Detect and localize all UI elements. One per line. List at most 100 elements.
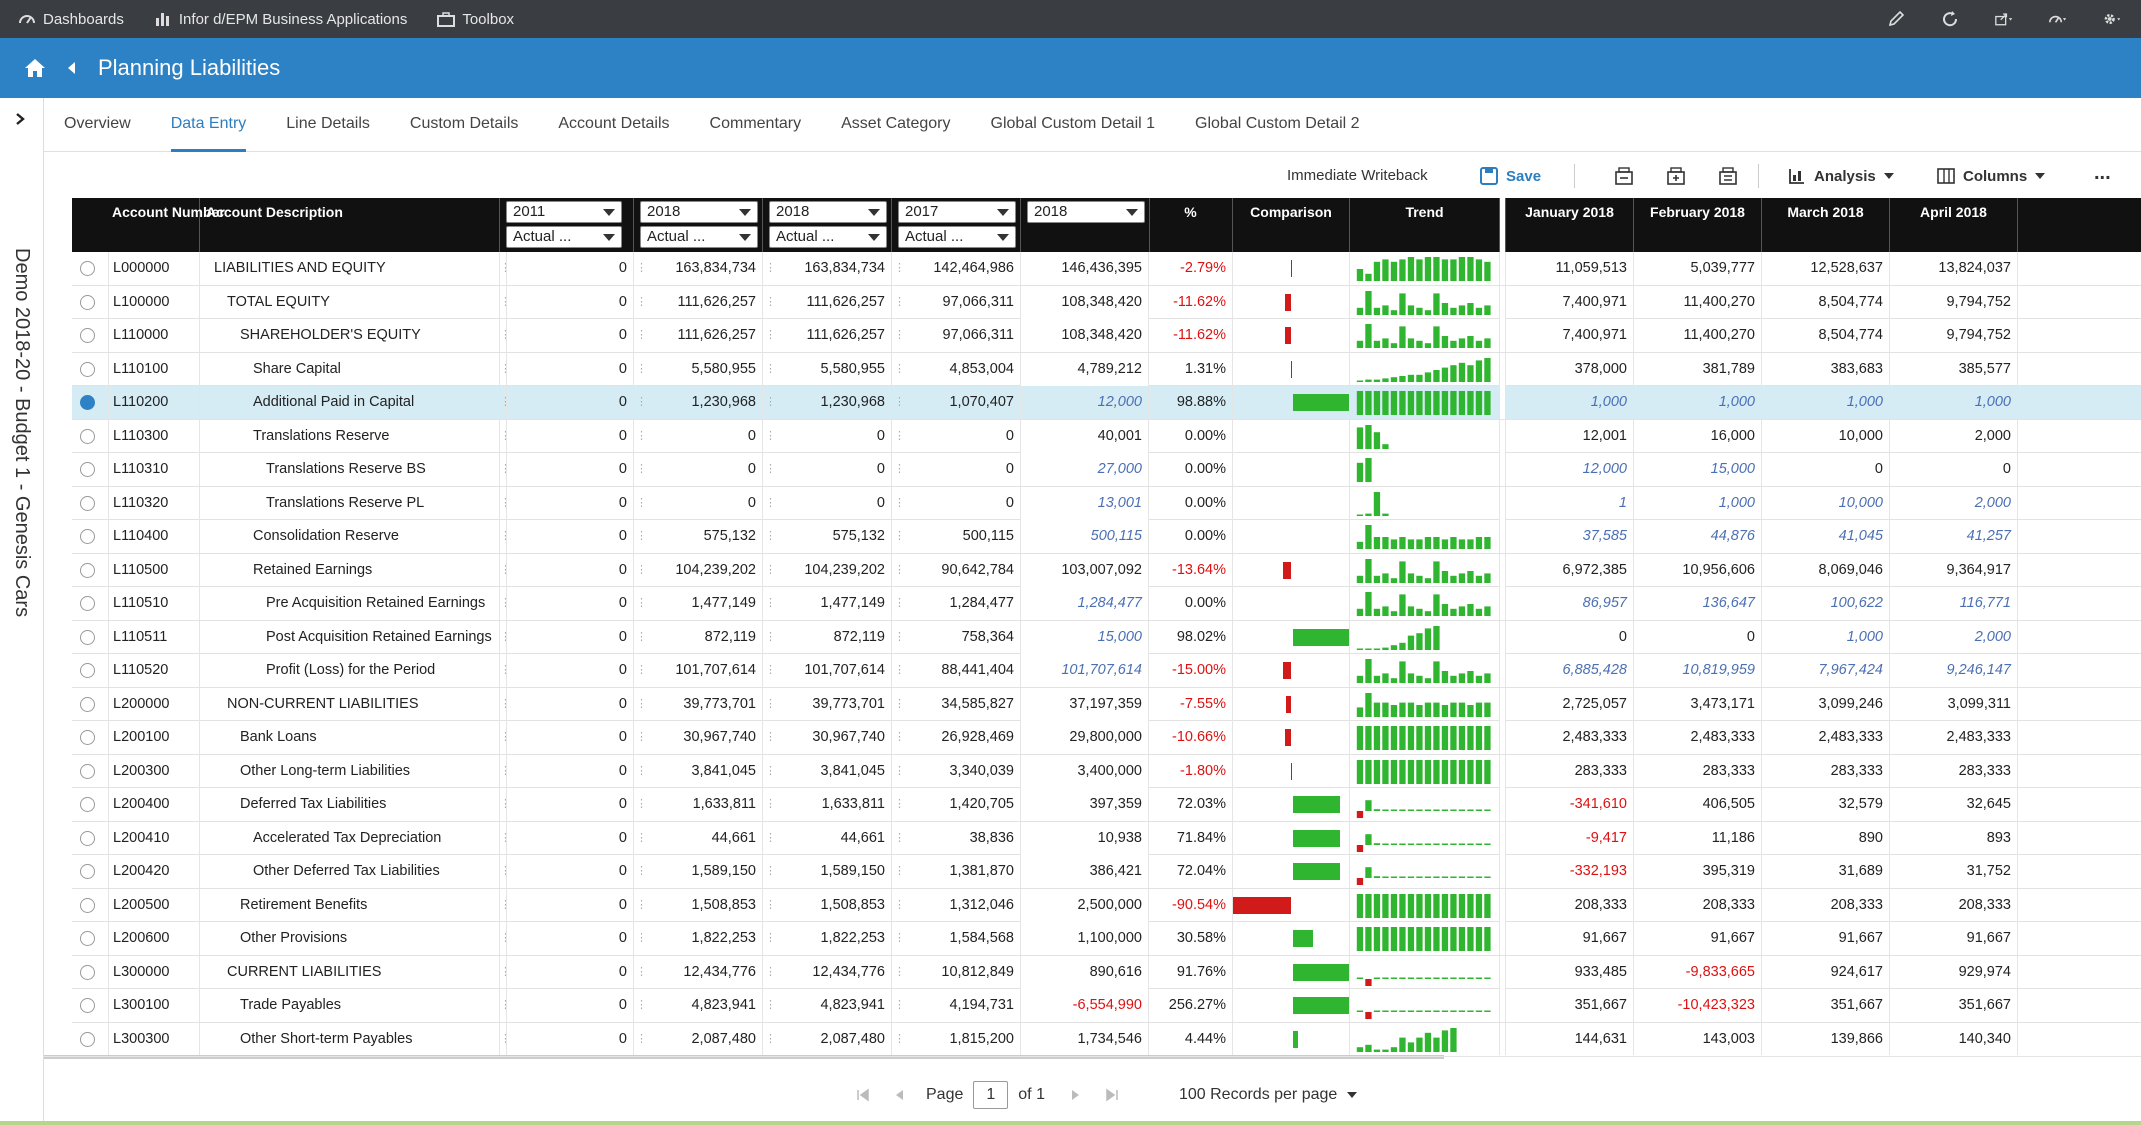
share-export-icon[interactable] <box>1995 10 2013 28</box>
month-value-cell[interactable]: 3,099,246 <box>1762 687 1890 721</box>
header-comparison[interactable]: Comparison <box>1233 198 1350 252</box>
month-value-cell[interactable]: 2,000 <box>1890 486 2018 520</box>
value-cell-v4[interactable]: 500,115 <box>892 520 1021 553</box>
month-value-cell[interactable]: 0 <box>1890 453 2018 486</box>
value-cell-v2[interactable]: 1,508,853 <box>634 888 763 922</box>
value-cell-v1[interactable]: 0 <box>507 620 634 654</box>
drag-handle[interactable]: ⋮ <box>500 453 507 486</box>
more-options-button[interactable]: ... <box>2094 162 2111 184</box>
value-cell-v4[interactable]: 1,584,568 <box>892 922 1021 955</box>
month-value-cell[interactable]: 283,333 <box>1506 754 1634 788</box>
budget-input-cell[interactable]: 500,115 <box>1021 520 1149 553</box>
value-cell-v4[interactable]: 1,312,046 <box>892 888 1021 922</box>
month-value-cell[interactable]: 3,099,311 <box>1890 687 2018 721</box>
row-select-radio[interactable] <box>80 261 95 276</box>
month-value-cell[interactable]: 7,967,424 <box>1762 654 1890 687</box>
value-cell-v3[interactable]: 4,823,941 <box>763 989 892 1022</box>
tab-account-details[interactable]: Account Details <box>558 115 670 132</box>
month-value-cell[interactable]: 11,186 <box>1634 821 1762 855</box>
month-value-cell[interactable]: 1,000 <box>1762 386 1890 419</box>
back-arrow-icon[interactable] <box>66 61 76 75</box>
month-value-cell[interactable]: 32,645 <box>1890 788 2018 821</box>
month-value-cell[interactable]: -332,193 <box>1506 855 1634 888</box>
value-cell-v3[interactable]: 0 <box>763 419 892 453</box>
value-cell-v1[interactable]: 0 <box>507 520 634 553</box>
settings-gear-icon[interactable] <box>2103 10 2121 28</box>
month-value-cell[interactable]: 10,000 <box>1762 419 1890 453</box>
month-value-cell[interactable]: 283,333 <box>1762 754 1890 788</box>
scenario-dropdown-1[interactable]: Actual ... <box>506 226 622 248</box>
drag-handle[interactable]: ⋮ <box>500 620 507 654</box>
month-value-cell[interactable]: 31,752 <box>1890 855 2018 888</box>
value-cell-v2[interactable]: 111,626,257 <box>634 319 763 352</box>
value-cell-v1[interactable]: 0 <box>507 855 634 888</box>
value-cell-v3[interactable]: 1,633,811 <box>763 788 892 821</box>
value-cell-v4[interactable]: 90,642,784 <box>892 553 1021 587</box>
value-cell-v4[interactable]: 4,194,731 <box>892 989 1021 1022</box>
month-value-cell[interactable]: 31,689 <box>1762 855 1890 888</box>
value-cell-v2[interactable]: 0 <box>634 453 763 486</box>
budget-input-cell[interactable]: 10,938 <box>1021 821 1149 855</box>
budget-input-cell[interactable]: 3,400,000 <box>1021 754 1149 788</box>
month-value-cell[interactable]: 116,771 <box>1890 587 2018 620</box>
month-value-cell[interactable]: 144,631 <box>1506 1022 1634 1055</box>
home-icon[interactable] <box>24 58 46 78</box>
month-value-cell[interactable]: 383,683 <box>1762 352 1890 386</box>
first-page-icon[interactable] <box>856 1088 870 1102</box>
value-cell-v4[interactable]: 142,464,986 <box>892 252 1021 285</box>
month-value-cell[interactable]: 91,667 <box>1890 922 2018 955</box>
month-value-cell[interactable]: 2,000 <box>1890 419 2018 453</box>
budget-input-cell[interactable]: 15,000 <box>1021 620 1149 654</box>
value-cell-v3[interactable]: 1,477,149 <box>763 587 892 620</box>
row-select-radio[interactable] <box>80 730 95 745</box>
month-value-cell[interactable]: -9,417 <box>1506 821 1634 855</box>
month-value-cell[interactable]: 9,246,147 <box>1890 654 2018 687</box>
apps-link[interactable]: Infor d/EPM Business Applications <box>154 10 407 28</box>
table-row[interactable]: L110511 Post Acquisition Retained Earning… <box>72 620 2141 654</box>
value-cell-v3[interactable]: 0 <box>763 453 892 486</box>
month-value-cell[interactable]: 12,528,637 <box>1762 252 1890 285</box>
month-value-cell[interactable]: 9,364,917 <box>1890 553 2018 587</box>
month-value-cell[interactable]: 890 <box>1762 821 1890 855</box>
value-cell-v1[interactable]: 0 <box>507 888 634 922</box>
value-cell-v3[interactable]: 30,967,740 <box>763 721 892 754</box>
value-cell-v2[interactable]: 2,087,480 <box>634 1022 763 1055</box>
value-cell-v1[interactable]: 0 <box>507 754 634 788</box>
value-cell-v3[interactable]: 0 <box>763 486 892 520</box>
row-select-radio[interactable] <box>80 428 95 444</box>
month-value-cell[interactable]: 924,617 <box>1762 955 1890 989</box>
value-cell-v1[interactable]: 0 <box>507 252 634 285</box>
year-dropdown-4[interactable]: 2017 <box>898 201 1016 223</box>
row-select-radio[interactable] <box>80 864 95 879</box>
month-value-cell[interactable]: 15,000 <box>1634 453 1762 486</box>
value-cell-v2[interactable]: 111,626,257 <box>634 285 763 319</box>
month-value-cell[interactable]: 100,622 <box>1762 587 1890 620</box>
value-cell-v3[interactable]: 5,580,955 <box>763 352 892 386</box>
month-value-cell[interactable]: 893 <box>1890 821 2018 855</box>
value-cell-v4[interactable]: 1,420,705 <box>892 788 1021 821</box>
drag-handle[interactable]: ⋮ <box>500 352 507 386</box>
budget-input-cell[interactable]: 12,000 <box>1021 386 1149 419</box>
month-value-cell[interactable]: 6,885,428 <box>1506 654 1634 687</box>
tab-overview[interactable]: Overview <box>64 115 131 132</box>
edit-pencil-icon[interactable] <box>1887 10 1905 28</box>
tab-asset-category[interactable]: Asset Category <box>841 115 951 132</box>
value-cell-v1[interactable]: 0 <box>507 955 634 989</box>
drag-handle[interactable]: ⋮ <box>500 788 507 821</box>
drag-handle[interactable]: ⋮ <box>500 754 507 788</box>
drag-handle[interactable]: ⋮ <box>500 1022 507 1055</box>
budget-input-cell[interactable]: 108,348,420 <box>1021 285 1149 319</box>
value-cell-v4[interactable]: 1,815,200 <box>892 1022 1021 1055</box>
refresh-icon[interactable] <box>1941 10 1959 28</box>
page-number-input[interactable]: 1 <box>973 1081 1009 1109</box>
month-value-cell[interactable]: 8,504,774 <box>1762 319 1890 352</box>
month-value-cell[interactable]: 351,667 <box>1762 989 1890 1022</box>
value-cell-v1[interactable]: 0 <box>507 687 634 721</box>
drag-handle[interactable]: ⋮ <box>500 955 507 989</box>
month-value-cell[interactable]: 0 <box>1634 620 1762 654</box>
value-cell-v2[interactable]: 1,230,968 <box>634 386 763 419</box>
